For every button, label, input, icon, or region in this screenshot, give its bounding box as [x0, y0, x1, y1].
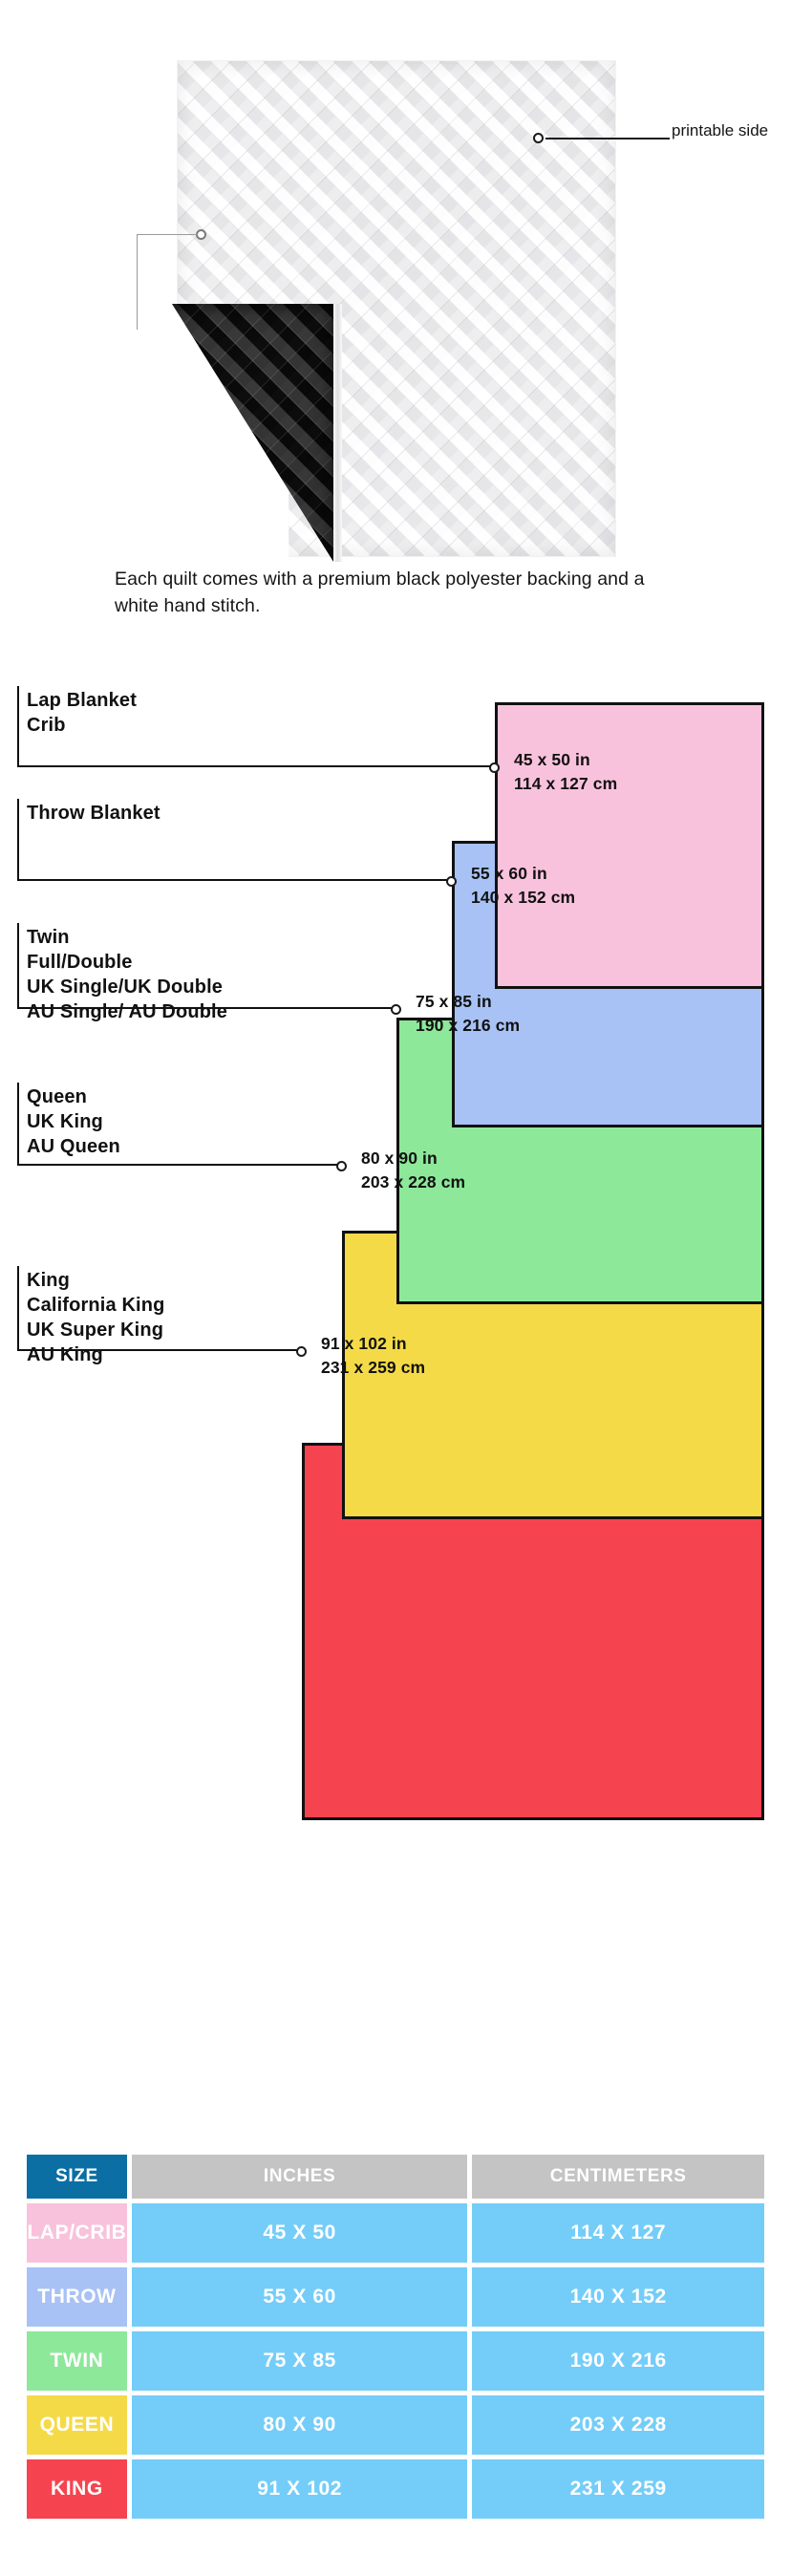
dim-text-twin-inches: 75 x 85 in [416, 992, 492, 1011]
dim-text-lap-crib-inches: 45 x 50 in [514, 750, 590, 769]
size-label-throw: Throw Blanket [27, 803, 160, 824]
table-cell-size: QUEEN [27, 2395, 127, 2455]
quilt-fold-seam [333, 303, 343, 562]
size-table: SIZE INCHES CENTIMETERS LAP/CRIB 45 X 50… [27, 2155, 764, 2523]
table-cell-inches: 45 X 50 [131, 2203, 468, 2263]
callout-queen [17, 1083, 342, 1166]
table-cell-inches: 80 X 90 [131, 2395, 468, 2455]
printable-side-marker-icon [533, 133, 544, 143]
backing-leader-vertical [137, 234, 139, 330]
table-row: KING 91 X 102 231 X 259 [27, 2459, 764, 2519]
size-comparison-diagram: Lap Blanket Crib 45 x 50 in 114 x 127 cm… [0, 669, 791, 2121]
table-cell-centimeters: 203 X 228 [472, 2395, 764, 2455]
callout-throw [17, 799, 452, 881]
table-row: THROW 55 X 60 140 X 152 [27, 2267, 764, 2327]
dim-text-throw-inches: 55 x 60 in [471, 864, 547, 883]
table-cell-centimeters: 140 X 152 [472, 2267, 764, 2327]
table-cell-inches: 91 X 102 [131, 2459, 468, 2519]
table-cell-inches: 55 X 60 [131, 2267, 468, 2327]
dim-text-throw-cm: 140 x 152 cm [471, 888, 576, 907]
table-cell-size: THROW [27, 2267, 127, 2327]
printable-side-leader-line [545, 138, 670, 140]
throw-marker-icon [446, 876, 457, 887]
king-marker-icon [296, 1346, 307, 1357]
dim-text-lap-crib-cm: 114 x 127 cm [514, 774, 618, 793]
size-label-lap-crib: Lap Blanket Crib [27, 690, 138, 736]
quilt-caption-text: Each quilt comes with a premium black po… [115, 569, 645, 617]
twin-marker-icon [391, 1004, 401, 1015]
table-header-row: SIZE INCHES CENTIMETERS [27, 2155, 764, 2199]
size-label-twin: Twin Full/Double UK Single/UK Double AU … [27, 927, 228, 1022]
dim-text-king-inches: 91 x 102 in [321, 1334, 407, 1353]
quilt-graphic [172, 55, 621, 562]
quilt-illustration: printable side Each quilt comes with a p… [0, 0, 791, 616]
size-label-king: King California King UK Super King AU Ki… [27, 1270, 165, 1365]
table-cell-size: TWIN [27, 2331, 127, 2391]
dim-text-queen-inches: 80 x 90 in [361, 1148, 438, 1168]
callout-lap-crib [17, 686, 495, 767]
table-cell-inches: 75 X 85 [131, 2331, 468, 2391]
printable-side-label: printable side [672, 121, 769, 140]
queen-marker-icon [336, 1161, 347, 1171]
callout-king [17, 1266, 302, 1351]
dim-text-king-cm: 231 x 259 cm [321, 1358, 426, 1377]
table-header-size: SIZE [27, 2155, 127, 2199]
table-cell-centimeters: 190 X 216 [472, 2331, 764, 2391]
table-cell-centimeters: 114 X 127 [472, 2203, 764, 2263]
size-rect-lap-crib [495, 702, 764, 989]
table-header-inches: INCHES [131, 2155, 468, 2199]
dim-text-queen-cm: 203 x 228 cm [361, 1172, 466, 1191]
dim-text-twin-cm: 190 x 216 cm [416, 1016, 521, 1035]
quilt-black-backing [172, 303, 334, 562]
table-cell-size: LAP/CRIB [27, 2203, 127, 2263]
table-cell-size: KING [27, 2459, 127, 2519]
table-row: TWIN 75 X 85 190 X 216 [27, 2331, 764, 2391]
table-row: QUEEN 80 X 90 203 X 228 [27, 2395, 764, 2455]
backing-leader-horizontal [137, 234, 198, 236]
lap-crib-marker-icon [489, 762, 500, 773]
size-label-queen: Queen UK King AU Queen [27, 1086, 120, 1157]
table-header-centimeters: CENTIMETERS [472, 2155, 764, 2199]
callout-twin [17, 923, 396, 1009]
table-row: LAP/CRIB 45 X 50 114 X 127 [27, 2203, 764, 2263]
table-cell-centimeters: 231 X 259 [472, 2459, 764, 2519]
